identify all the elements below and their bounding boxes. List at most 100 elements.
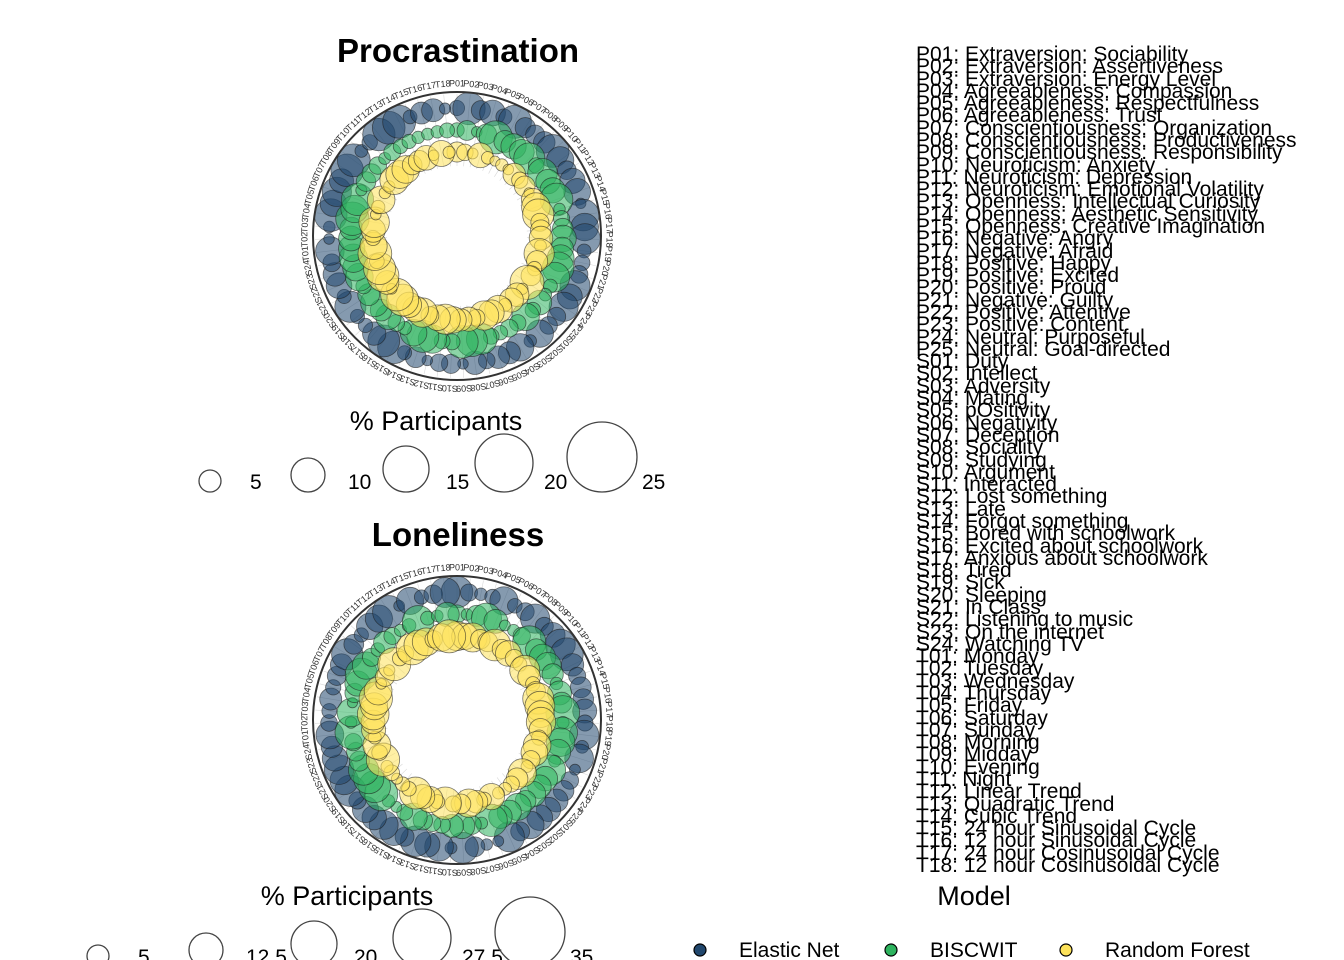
loneliness-size-legend-title: % Participants bbox=[260, 881, 434, 911]
loneliness-radial-plot: P01P02P03P04P05P06P07P08P09P10P11P12P13P… bbox=[299, 562, 615, 878]
predictor-key-entry: P10: Neuroticism: Anxiety bbox=[916, 153, 1156, 177]
size-legend-label: 27.5 bbox=[462, 946, 503, 960]
predictor-key-entry: S08: Sociality bbox=[916, 436, 1044, 460]
axis-tick-label: S23 bbox=[304, 273, 318, 291]
predictor-key: P01: Extraversion: Sociability P02: Extra… bbox=[916, 43, 1344, 876]
predictor-key-entry: S04: Mating bbox=[916, 387, 1029, 411]
predictor-key-entry: P03: Extraversion: Energy Level bbox=[916, 67, 1216, 91]
predictor-key-entry: S22: Listening to music bbox=[916, 608, 1134, 632]
axis-tick-label: S23 bbox=[304, 757, 318, 775]
predictor-key-entry: P25: Neutral: Goal-directed bbox=[916, 337, 1171, 361]
axis-tick-label: P19 bbox=[603, 245, 615, 262]
size-legend-label: 12.5 bbox=[246, 946, 287, 960]
outer-ring bbox=[312, 91, 602, 381]
axis-tick-label: T05 bbox=[303, 672, 317, 690]
axis-tick-label: T01 bbox=[300, 730, 312, 747]
axis-tick-label: P21 bbox=[595, 273, 609, 291]
predictor-key-entry: S10: Argument bbox=[916, 460, 1055, 484]
axis-tick-label: P21 bbox=[595, 757, 609, 775]
predictor-key-entry: T12: Linear Trend bbox=[916, 780, 1082, 804]
predictor-key-entry: P09: Conscientiousness: Responsibility bbox=[916, 141, 1283, 165]
axis-tick-label: P02 bbox=[463, 78, 480, 89]
axis-tick-label: T01 bbox=[300, 246, 312, 263]
axis-tick-label: P20 bbox=[600, 743, 613, 761]
axis-tick-label: T17 bbox=[420, 80, 437, 93]
predictor-key-entry: P06: Agreeableness: Trust bbox=[916, 104, 1163, 128]
predictor-key-entry: P24: Neutral: Purposeful bbox=[916, 325, 1145, 349]
point bbox=[492, 835, 505, 848]
axis-tick-label: T02 bbox=[299, 716, 309, 732]
predictor-key-entry: T01: Monday bbox=[916, 645, 1039, 669]
predictor-key-entry: T17: 24 hour Cosinusoidal Cycle bbox=[916, 841, 1220, 865]
predictor-key-entry: P13: Openness: Intellectual Curiosity bbox=[916, 190, 1261, 214]
size-legend-label: 5 bbox=[250, 471, 262, 494]
axis-tick-label: S06 bbox=[497, 857, 515, 872]
model-legend-swatch bbox=[1059, 943, 1073, 957]
predictor-key-entry: S06: Negativity bbox=[916, 411, 1058, 435]
predictor-key-entry: S09: Studying bbox=[916, 448, 1047, 472]
size-legend-key bbox=[494, 896, 566, 960]
predictor-key-entry: P19: Positive: Excited bbox=[916, 264, 1120, 288]
axis-tick-label: P16 bbox=[601, 202, 613, 219]
predictor-key-entry: S21: In Class bbox=[916, 595, 1041, 619]
predictor-key-entry: T05: Friday bbox=[916, 694, 1023, 718]
axis-tick-label: S08 bbox=[470, 865, 487, 877]
predictor-key-entry: P11: Neuroticism: Depression bbox=[916, 165, 1193, 189]
axis-tick-label: S13 bbox=[399, 857, 417, 872]
point bbox=[438, 102, 452, 115]
predictor-key-entry: P08: Conscientiousness: Productiveness bbox=[916, 129, 1297, 152]
predictor-key-entry: T14: Cubic Trend bbox=[916, 804, 1078, 828]
axis-tick-label: P04 bbox=[490, 566, 508, 580]
procrastination-title: Procrastination bbox=[336, 32, 580, 69]
axis-tick-label: T03 bbox=[299, 701, 310, 717]
axis-tick-label: S24 bbox=[301, 743, 314, 761]
axis-tick-label: P03 bbox=[477, 564, 495, 577]
loneliness-title: Loneliness bbox=[371, 516, 545, 553]
axis-tick-label: P15 bbox=[598, 188, 612, 206]
size-legend-key bbox=[290, 920, 338, 960]
model-legend-label: Random Forest bbox=[1105, 939, 1250, 960]
size-legend-label: 25 bbox=[642, 471, 665, 494]
model-color-legend: Elastic Net BISCWIT Random Forest bbox=[693, 939, 1250, 960]
axis-tick-label: P17 bbox=[604, 701, 615, 718]
axis-tick-label: S07 bbox=[484, 862, 502, 875]
predictor-key-entry: S12: Lost something bbox=[916, 485, 1108, 509]
predictor-key-entry: T04: Thursday bbox=[916, 681, 1052, 705]
size-legend-key bbox=[290, 457, 326, 493]
predictor-key-entry: P23: Positive: Content bbox=[916, 313, 1124, 337]
axis-tick-label: S11 bbox=[427, 865, 444, 877]
predictor-key-entry: T07: Sunday bbox=[916, 718, 1036, 742]
axis-tick-label: S10 bbox=[442, 867, 458, 878]
predictor-key-entry: T08: Morning bbox=[916, 731, 1040, 755]
predictor-key-entry: P02: Extraversion: Assertiveness bbox=[916, 55, 1223, 79]
axis-tick-label: P20 bbox=[600, 259, 613, 277]
predictor-key-entry: P18: Positive: Happy bbox=[916, 251, 1111, 275]
model-legend-swatch bbox=[884, 943, 898, 957]
point bbox=[439, 122, 455, 139]
predictor-key-entry: P15: Openness: Creative Imagination bbox=[916, 215, 1266, 239]
predictor-key-entry: S24: Watching TV bbox=[916, 632, 1085, 656]
size-legend-key bbox=[474, 433, 534, 493]
axis-tick-label: S08 bbox=[470, 381, 487, 393]
predictor-key-entry: S20: Sleeping bbox=[916, 583, 1047, 607]
predictor-key-entry: S02: Intellect bbox=[916, 362, 1038, 386]
axis-tick-label: P19 bbox=[603, 729, 615, 746]
axis-tick-label: P18 bbox=[604, 231, 614, 247]
size-legend-key bbox=[566, 421, 638, 493]
axis-tick-label: S06 bbox=[497, 373, 515, 388]
predictor-key-entry: P07: Conscientiousness: Organization bbox=[916, 116, 1273, 140]
predictor-key-entry: S17: Anxious about schoolwork bbox=[916, 546, 1208, 570]
predictor-key-entry: S23: On the internet bbox=[916, 620, 1104, 644]
predictor-key-entry: P01: Extraversion: Sociability bbox=[916, 43, 1188, 66]
predictor-key-entry: T13: Quadratic Trend bbox=[916, 792, 1115, 816]
predictor-key-entry: T03: Wednesday bbox=[916, 669, 1075, 693]
size-legend-label: 35 bbox=[570, 946, 593, 960]
size-legend-key bbox=[188, 932, 224, 960]
procrastination-size-legend-title: % Participants bbox=[349, 406, 523, 436]
axis-tick-label: T16 bbox=[406, 82, 424, 96]
size-legend-label: 15 bbox=[446, 471, 469, 494]
axis-tick-label: T16 bbox=[406, 566, 424, 580]
predictor-key-entry: S14: Forgot something bbox=[916, 509, 1129, 533]
axis-tick-label: P04 bbox=[490, 82, 508, 96]
axis-tick-label: T06 bbox=[306, 658, 321, 676]
